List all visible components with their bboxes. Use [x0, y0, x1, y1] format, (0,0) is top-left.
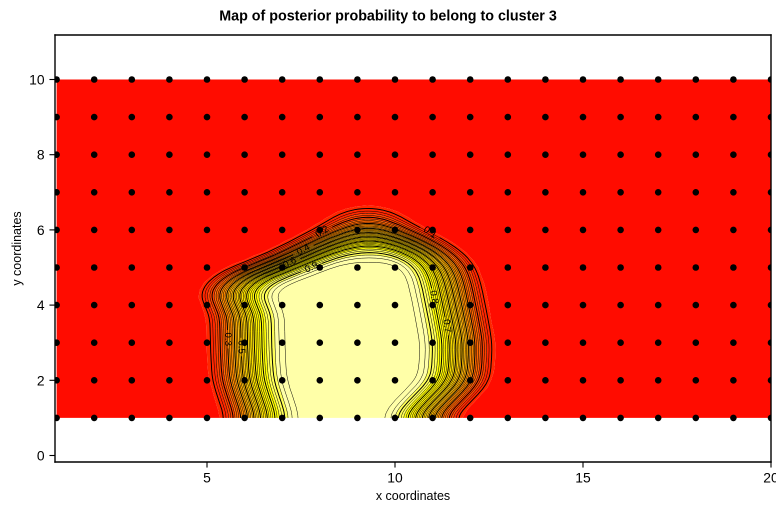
svg-text:0.3: 0.3 [222, 332, 233, 346]
svg-text:4: 4 [37, 297, 45, 313]
svg-text:0.7: 0.7 [440, 319, 453, 334]
svg-text:y coordinates: y coordinates [10, 211, 24, 285]
svg-text:10: 10 [387, 469, 403, 485]
svg-text:5: 5 [203, 469, 211, 485]
svg-text:2: 2 [37, 372, 45, 388]
svg-text:8: 8 [37, 147, 45, 163]
svg-text:6: 6 [37, 222, 45, 238]
svg-text:Map of posterior probability t: Map of posterior probability to belong t… [219, 9, 557, 25]
svg-text:10: 10 [29, 72, 45, 88]
svg-text:0: 0 [37, 448, 45, 464]
svg-text:x coordinates: x coordinates [376, 489, 450, 503]
svg-text:15: 15 [575, 469, 591, 485]
svg-text:20: 20 [763, 469, 776, 485]
